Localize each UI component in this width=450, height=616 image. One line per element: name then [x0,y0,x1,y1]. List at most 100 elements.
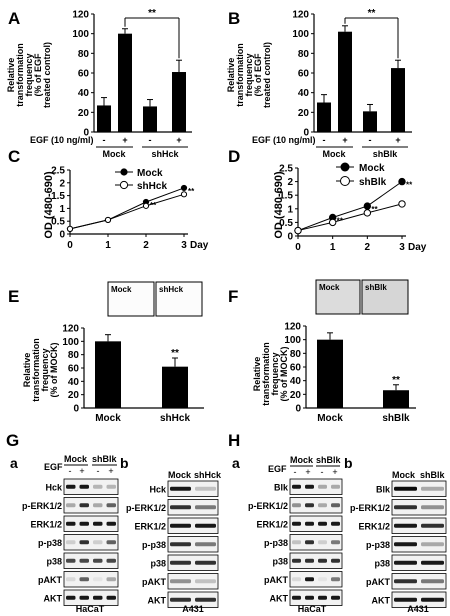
point-knockdown [142,202,150,209]
x-axis-label: Day [408,242,427,253]
panel-f-colony-images: Mock shBlk [315,279,409,315]
significance-label: ** [406,181,413,190]
group-label-shhck: shHck [151,149,179,159]
legend-marker-shhck [119,180,129,190]
blot-membrane [63,497,119,514]
significance-label: ** [337,217,344,226]
blot-band [421,486,444,491]
y-tick-label: 0 [303,128,309,139]
y-tick-label: 1.5 [51,191,65,202]
blot-membrane [289,589,343,606]
blot-col-label: Mock [64,454,88,464]
ylabel-line: Relative [22,353,32,388]
bar [317,339,343,408]
blot-band [394,486,417,491]
egf-sign: - [369,135,372,145]
y-tick-label: 120 [72,10,89,21]
blot-sign: + [108,466,113,476]
blot-band [318,595,327,600]
panel-letter-C: C [8,147,20,166]
blot-band [79,558,89,563]
blot-band [79,540,89,545]
blot-band [195,486,216,491]
x-axis-label: Day [190,240,209,251]
blot-membrane [289,552,343,569]
y-tick-label: 120 [62,324,79,335]
y-tick-label: 100 [62,337,79,348]
blot-row-label: AKT [148,595,167,605]
blot-band [421,505,444,510]
ylabel-line: frequency [244,53,254,96]
blot-band [305,577,314,582]
blot-band [318,577,327,582]
y-tick-label: 60 [298,69,310,80]
x-tick-label: 2 [143,240,149,251]
blot-band [394,597,417,602]
y-tick-label: 20 [78,108,90,119]
blot-membrane [167,573,219,590]
bar [118,33,132,132]
chart-d: 0 0.5 1 1.5 2 2.5 0 1 2 3 Day ** ** ** [279,164,427,254]
blot-band [331,558,340,563]
blot-band [421,597,444,602]
blot-band [292,503,301,508]
blot-band [292,595,301,600]
panel-letter-G: G [6,431,19,450]
blot-band [292,521,301,526]
blot-row-label: pAKT [366,577,390,587]
blot-membrane [167,554,219,571]
y-tick-label: 20 [298,108,310,119]
blot-band [66,521,76,526]
blot-membrane [167,536,219,553]
blot-row-label: Hck [45,482,63,492]
chart-b: 0 20 40 60 80 100 120 ** [292,8,412,139]
y-tick-label: 1.5 [279,191,293,202]
significance-label: ** [368,8,376,19]
ylabel-line: transformation [235,43,245,107]
blot-band [66,484,76,489]
blot-band [318,503,327,508]
blot-membrane [63,571,119,588]
panel-letter-E: E [8,287,19,306]
ylabel-line: Relative [226,58,236,93]
blot-row-label: Blk [376,484,391,494]
blot-col-label: shHck [194,470,222,480]
blot-row-label: AKT [372,595,391,605]
blot-band [195,542,216,547]
x-tick-label: 0 [67,240,73,251]
bar [172,72,186,132]
blot-membrane [167,480,219,497]
blot-membrane [391,573,447,590]
blot-band [421,560,444,565]
blot-cell-line: A431 [182,604,204,614]
blot-band [170,597,191,602]
panel-letter-H: H [228,431,240,450]
x-tick-label: 2 [365,242,371,253]
egf-sign: + [122,135,127,145]
egf-sign: + [395,135,400,145]
blot-sign: - [69,466,72,476]
blot-band [93,484,103,489]
y-tick-label: 0 [83,128,89,139]
blot-band [394,560,417,565]
blot-egf-label: EGF [268,464,287,474]
panel-a-ylabel: Relative transformation frequency (% of … [6,42,52,108]
blot-Ha: EGF Mock shBlk - + - + Blk p-ERK1/2 ERK1/2… [248,455,343,614]
blot-row-label: p38 [150,558,166,568]
panel-d-ylabel: OD (480-690) [273,171,285,239]
blot-row-label: p-p38 [264,538,288,548]
panel-letter-F: F [228,287,238,306]
y-tick-label: 80 [78,49,90,60]
ylabel-line: (% of EGF [33,53,43,96]
panel-d-legend: Mock shBlk [336,162,387,188]
colony-plate-mock [107,281,155,317]
point-knockdown [180,191,188,198]
x-tick-label: 3 [399,242,405,253]
blot-band [106,503,116,508]
blot-band [394,523,417,528]
panel-c-legend: Mock shHck [115,168,167,192]
blot-band [79,595,89,600]
panel-letter-D: D [228,147,240,166]
blot-cell-line: HaCaT [298,604,327,614]
blot-band [318,540,327,545]
